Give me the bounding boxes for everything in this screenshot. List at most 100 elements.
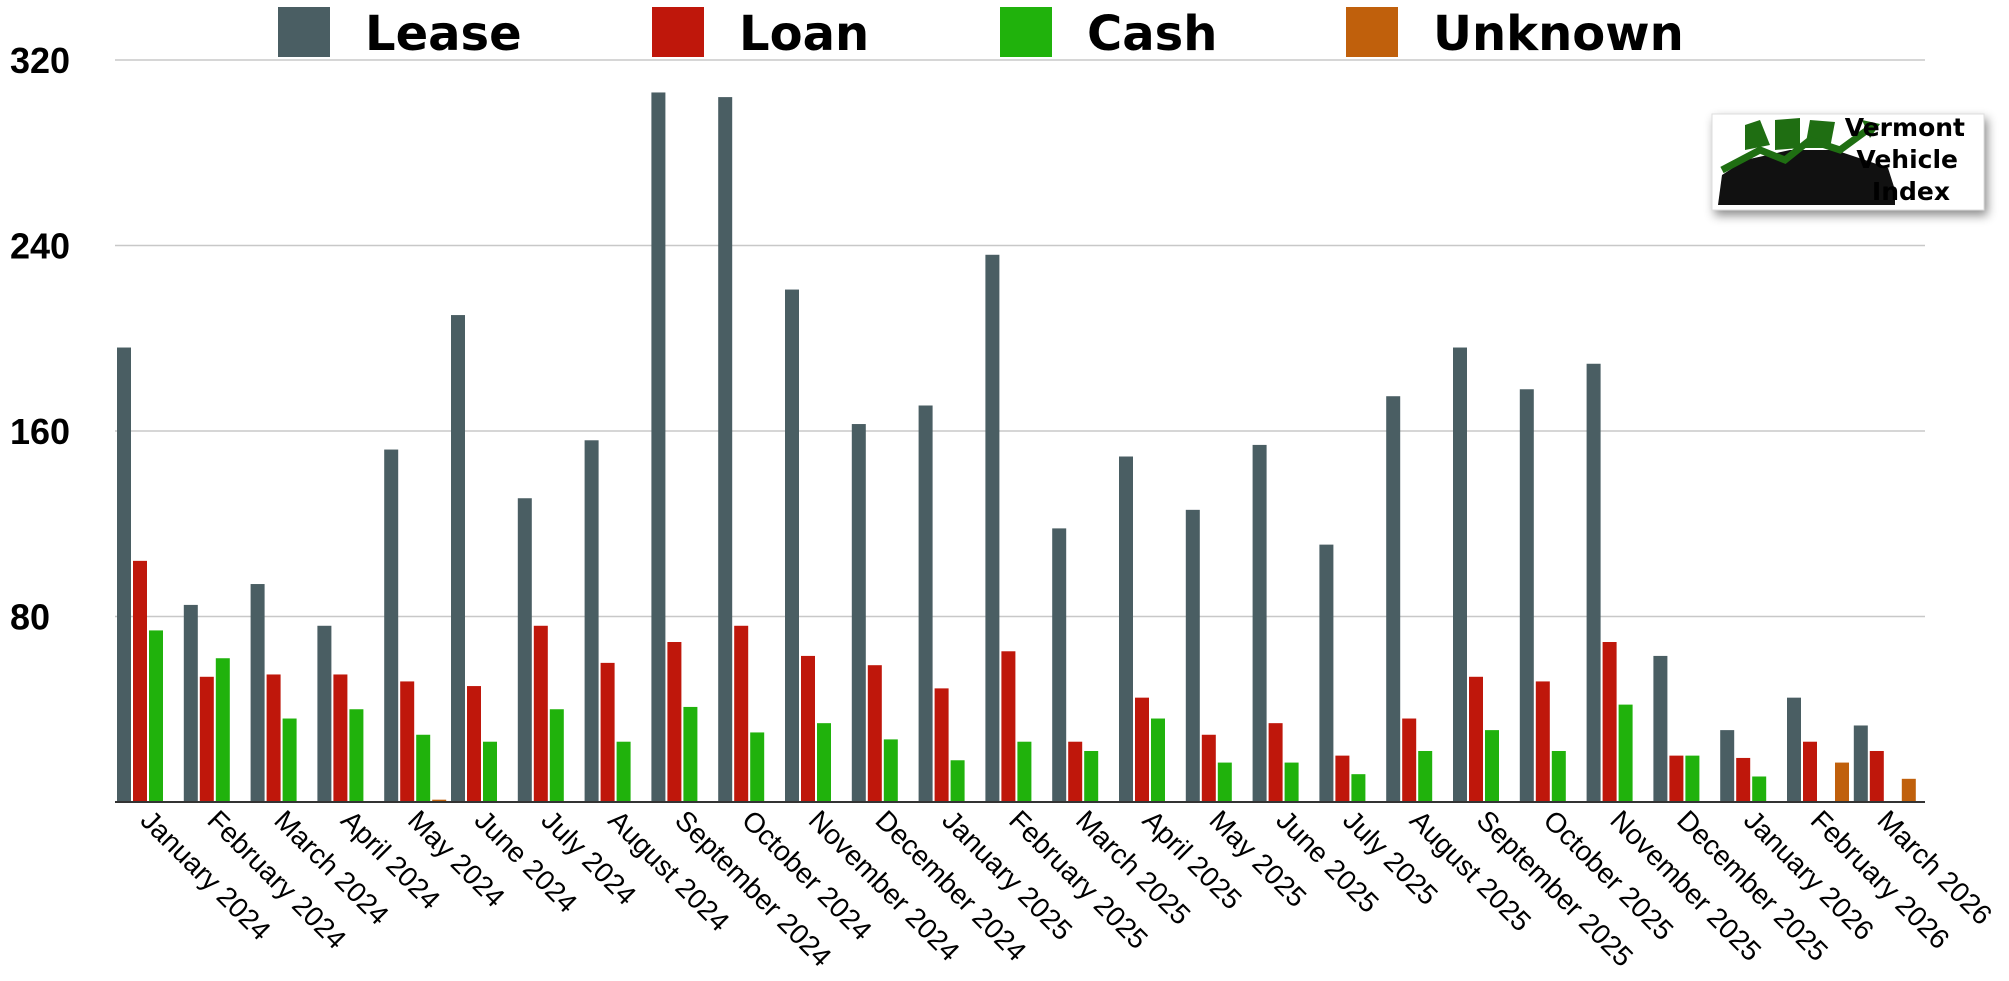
bar-loan <box>934 688 949 802</box>
bar-loan <box>199 676 214 802</box>
bar-lease <box>1119 456 1133 802</box>
bar-loan <box>1535 681 1550 802</box>
bar-cash <box>1084 750 1099 802</box>
bar-cash <box>616 741 631 802</box>
bar-loan <box>1602 642 1617 802</box>
bar-cash <box>483 741 497 802</box>
bar-loan <box>266 674 281 802</box>
bar-lease <box>183 604 198 802</box>
logo-line-3: Index <box>1872 177 1950 206</box>
bar-cash <box>1685 755 1700 802</box>
bar-lease <box>1586 363 1601 802</box>
legend-swatch-cash <box>1000 7 1052 57</box>
bar-loan <box>1068 741 1083 802</box>
bar-loan <box>1469 676 1483 802</box>
bar-lease <box>117 347 131 802</box>
bar-lease <box>718 97 733 803</box>
bar-lease <box>317 625 332 802</box>
bar-cash <box>950 760 965 802</box>
bar-loan <box>1402 718 1417 802</box>
bar-lease <box>651 92 666 802</box>
bar-lease <box>1853 725 1868 802</box>
bar-cash <box>549 709 564 802</box>
bar-cash <box>750 732 765 802</box>
bar-lease <box>1386 396 1401 802</box>
bar-lease <box>1185 509 1200 802</box>
bar-loan <box>1135 697 1149 802</box>
legend-label-unknown: Unknown <box>1433 6 1684 62</box>
bar-lease <box>1519 389 1534 802</box>
legend-label-lease: Lease <box>365 6 522 62</box>
logo-line-2: Vehicle <box>1856 145 1958 174</box>
bar-cash <box>215 658 230 802</box>
bar-loan <box>1201 734 1216 802</box>
bar-cash <box>817 723 831 802</box>
bar-cash <box>1752 776 1767 802</box>
bar-loan <box>1736 757 1751 802</box>
bar-lease <box>384 449 399 802</box>
legend-label-loan: Loan <box>739 6 869 62</box>
bar-cash <box>349 709 364 802</box>
y-tick-label: 80 <box>10 597 50 638</box>
bar-loan <box>400 681 415 802</box>
bar-group <box>117 92 1916 803</box>
y-tick-label: 240 <box>10 226 70 267</box>
legend: Lease Loan Cash Unknown <box>278 6 1684 62</box>
bar-lease <box>985 254 1000 802</box>
bar-loan <box>1669 755 1684 802</box>
bar-unknown <box>1901 778 1916 802</box>
legend-label-cash: Cash <box>1087 6 1217 62</box>
bar-loan <box>867 665 882 802</box>
bar-loan <box>133 560 147 802</box>
y-tick-label: 320 <box>10 40 70 81</box>
bar-cash <box>1151 718 1165 802</box>
bar-loan <box>600 662 615 802</box>
y-tick-label: 160 <box>10 411 70 452</box>
bar-lease <box>584 440 599 802</box>
bar-loan <box>1803 741 1817 802</box>
bar-unknown <box>1835 762 1849 802</box>
bar-cash <box>1217 762 1232 802</box>
y-axis-ticks: 80 160 240 320 <box>10 40 70 638</box>
vermont-vehicle-index-logo: Vermont Vehicle Index <box>1711 113 1985 211</box>
bar-lease <box>1453 347 1467 802</box>
bar-loan <box>533 625 548 802</box>
car-chart-icon <box>1718 118 1895 205</box>
legend-swatch-lease <box>278 7 330 57</box>
legend-swatch-unknown <box>1346 7 1398 57</box>
bar-cash <box>1284 762 1299 802</box>
bar-loan <box>1869 750 1884 802</box>
bar-lease <box>1052 528 1067 802</box>
bar-lease <box>851 424 866 802</box>
legend-swatch-loan <box>652 7 704 57</box>
bar-cash <box>1351 774 1366 802</box>
bar-loan <box>333 674 348 802</box>
bar-loan <box>801 655 815 802</box>
bar-lease <box>1319 544 1334 802</box>
bar-cash <box>1418 750 1433 802</box>
bar-cash <box>416 734 431 802</box>
logo-line-1: Vermont <box>1845 113 1965 142</box>
bar-loan <box>467 686 481 802</box>
bar-loan <box>734 625 749 802</box>
bar-loan <box>1335 755 1350 802</box>
bar-lease <box>1252 444 1267 802</box>
bar-cash <box>1017 741 1032 802</box>
bar-lease <box>918 405 933 802</box>
bar-cash <box>883 739 898 802</box>
bar-lease <box>785 289 799 802</box>
bar-unknown <box>432 799 447 802</box>
bar-lease <box>1720 730 1735 802</box>
bar-cash <box>282 718 297 802</box>
bar-loan <box>667 642 682 802</box>
bar-lease <box>250 584 265 802</box>
bar-cash <box>1485 730 1499 802</box>
bar-lease <box>1787 697 1801 802</box>
bar-cash <box>683 706 698 802</box>
bar-lease <box>517 498 532 802</box>
bar-loan <box>1001 651 1016 802</box>
bar-lease <box>1653 655 1668 802</box>
bar-cash <box>149 630 163 802</box>
